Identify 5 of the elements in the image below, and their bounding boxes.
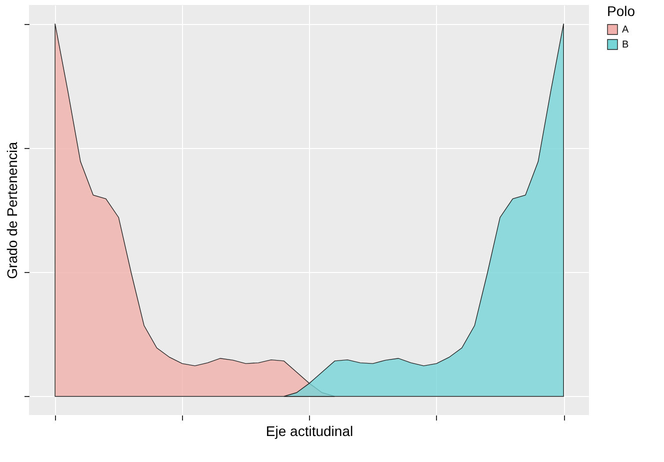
legend-label: B <box>622 40 629 50</box>
legend-label: A <box>622 24 629 36</box>
legend-title: Polo <box>607 3 636 19</box>
x-axis-title: Eje actitudinal <box>266 423 354 439</box>
y-axis-title: Grado de Pertenencia <box>4 142 20 279</box>
